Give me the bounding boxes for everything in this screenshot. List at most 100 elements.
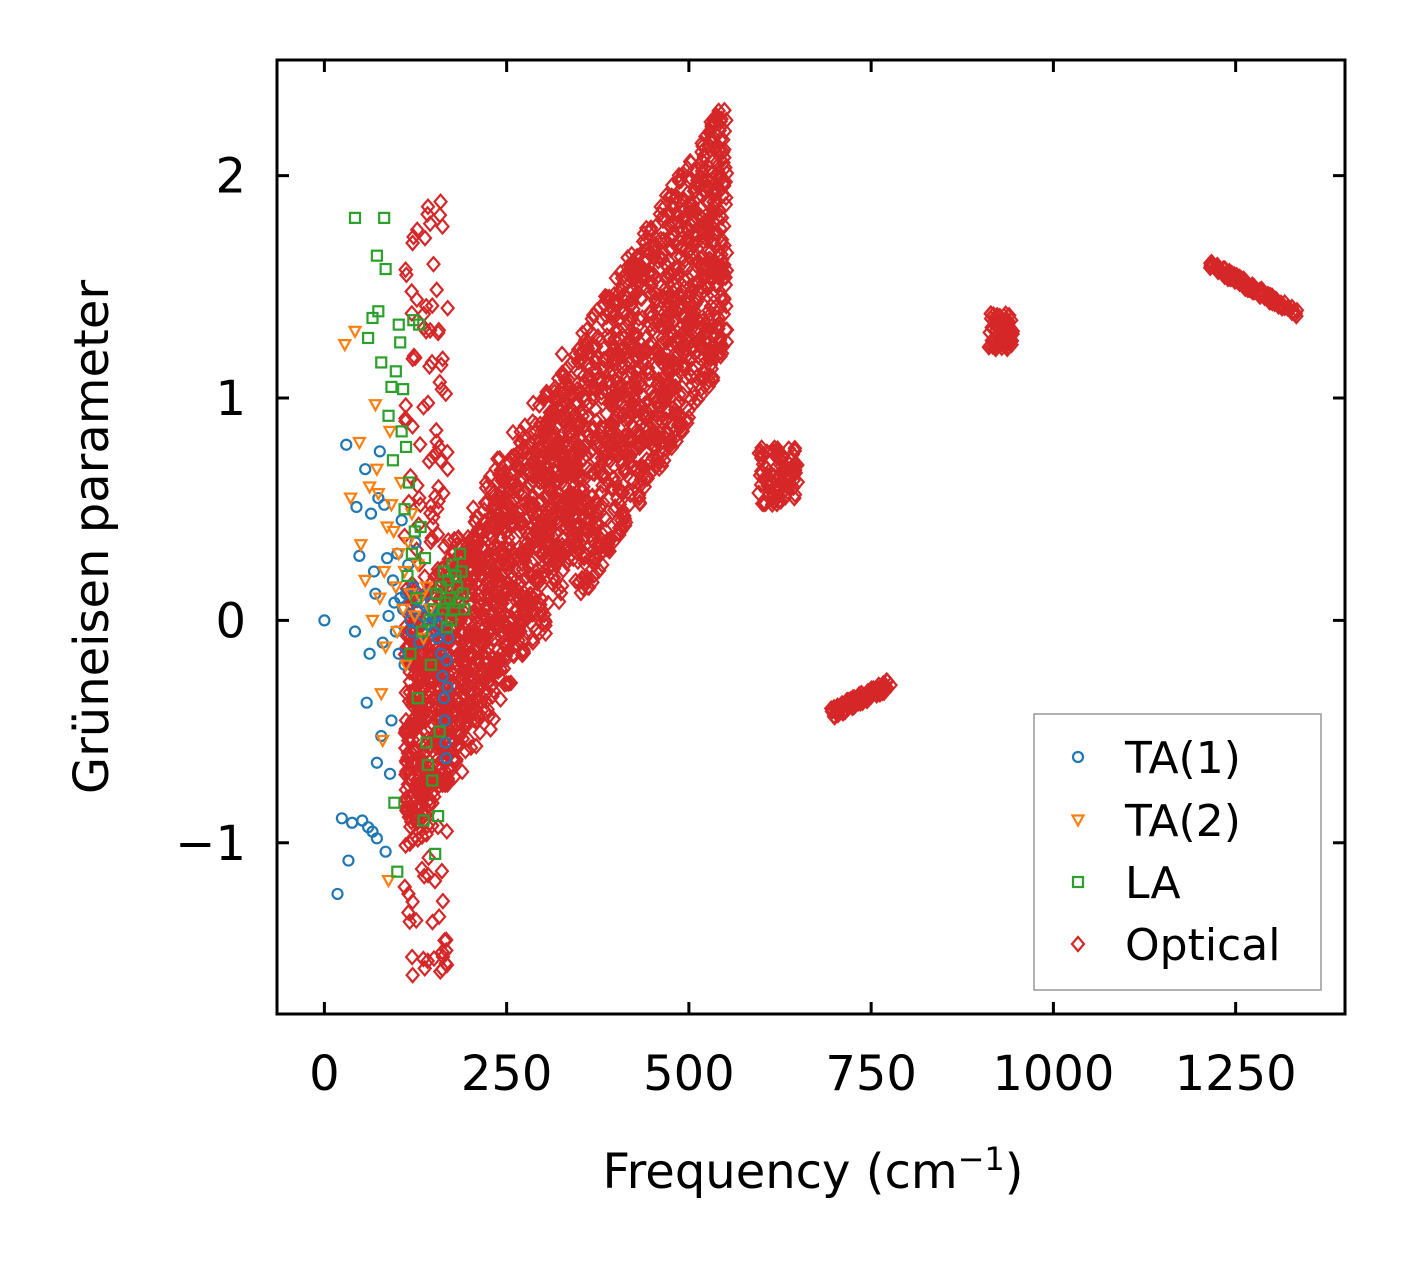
optical-point xyxy=(481,584,497,603)
optical-point xyxy=(756,494,772,513)
optical-point xyxy=(643,219,659,237)
data-point xyxy=(440,752,453,765)
optical-point xyxy=(536,443,552,461)
data-point xyxy=(378,641,393,655)
optical-point xyxy=(683,203,698,222)
optical-point xyxy=(497,675,513,693)
optical-point xyxy=(432,733,448,752)
optical-point xyxy=(715,292,731,311)
optical-point xyxy=(650,252,666,270)
optical-point xyxy=(649,430,664,448)
optical-point xyxy=(590,437,606,455)
data-point xyxy=(398,659,414,673)
data-point xyxy=(347,325,363,340)
data-point xyxy=(386,525,402,540)
optical-point xyxy=(469,703,485,722)
optical-point xyxy=(716,148,732,167)
optical-point xyxy=(702,250,718,269)
data-point xyxy=(394,336,407,349)
optical-point xyxy=(401,808,417,826)
optical-point xyxy=(439,956,455,974)
x-tick-label: 500 xyxy=(643,1046,735,1102)
data-point xyxy=(391,865,404,878)
optical-point xyxy=(486,503,502,521)
optical-point xyxy=(432,451,448,470)
optical-point xyxy=(398,720,414,738)
optical-point xyxy=(501,674,517,693)
optical-point xyxy=(434,862,450,880)
optical-point xyxy=(547,383,563,401)
optical-point xyxy=(632,427,648,446)
optical-point xyxy=(618,446,634,464)
data-point xyxy=(436,603,449,616)
data-point xyxy=(398,503,411,516)
optical-point xyxy=(630,340,646,358)
optical-point xyxy=(556,405,572,423)
optical-point xyxy=(410,655,426,673)
data-point xyxy=(399,440,413,454)
optical-point xyxy=(618,513,634,532)
optical-point xyxy=(403,813,419,831)
optical-point xyxy=(497,503,513,521)
optical-point xyxy=(1268,290,1283,308)
optical-point xyxy=(641,371,657,389)
optical-point xyxy=(528,537,544,555)
optical-point xyxy=(404,948,420,966)
data-point xyxy=(383,767,397,780)
optical-point xyxy=(506,637,522,655)
optical-point xyxy=(1237,276,1253,294)
optical-point xyxy=(655,369,671,388)
data-point xyxy=(372,592,388,606)
optical-point xyxy=(659,299,675,317)
optical-point xyxy=(595,494,611,512)
optical-point xyxy=(404,304,420,323)
optical-point xyxy=(625,404,641,422)
optical-point xyxy=(631,423,647,441)
optical-point xyxy=(486,710,502,728)
optical-point xyxy=(636,464,652,483)
optical-point xyxy=(418,805,434,823)
data-point xyxy=(421,758,435,772)
optical-point xyxy=(754,439,770,457)
data-point xyxy=(375,734,391,749)
optical-point xyxy=(459,613,474,631)
optical-point xyxy=(595,476,611,495)
optical-point xyxy=(435,350,451,368)
optical-point xyxy=(511,622,526,641)
y-tick-label: 0 xyxy=(215,593,246,649)
legend-entry: LA xyxy=(1071,858,1181,909)
optical-point xyxy=(417,229,433,247)
optical-point xyxy=(419,825,434,844)
optical-point xyxy=(413,789,428,807)
optical-point xyxy=(651,349,667,368)
optical-point xyxy=(671,171,687,189)
optical-point xyxy=(834,694,850,713)
optical-point xyxy=(420,730,436,748)
optical-point xyxy=(404,282,420,301)
optical-point xyxy=(406,228,421,246)
optical-point xyxy=(578,502,594,520)
optical-point xyxy=(601,364,617,382)
optical-point xyxy=(421,452,437,471)
optical-point xyxy=(694,143,710,161)
data-point xyxy=(350,500,363,514)
optical-point xyxy=(603,433,619,451)
optical-point xyxy=(486,537,502,555)
optical-point xyxy=(429,432,445,451)
optical-point xyxy=(483,720,499,739)
optical-point xyxy=(527,431,543,450)
optical-point xyxy=(435,892,451,910)
optical-point xyxy=(525,486,541,504)
optical-point xyxy=(664,176,680,194)
data-point xyxy=(384,499,399,513)
optical-point xyxy=(682,152,698,171)
optical-point xyxy=(450,528,466,547)
data-point xyxy=(397,383,410,396)
optical-point xyxy=(645,388,661,406)
optical-point xyxy=(526,423,542,442)
optical-point xyxy=(658,186,674,205)
optical-point xyxy=(576,366,592,385)
optical-point xyxy=(567,346,583,365)
optical-point xyxy=(422,214,438,233)
optical-cluster xyxy=(1202,253,1305,325)
